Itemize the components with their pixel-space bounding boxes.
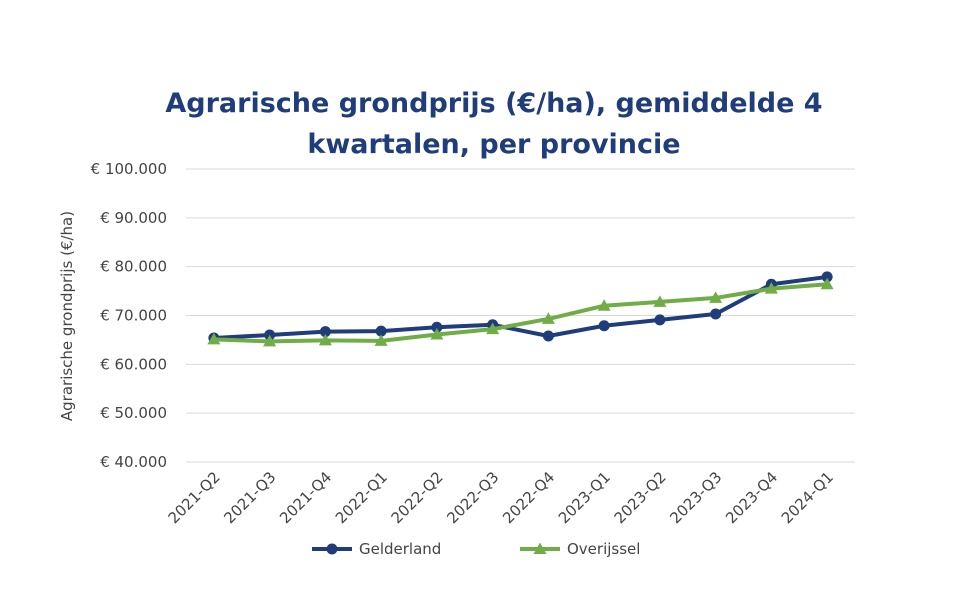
- x-tick-label: 2021-Q3: [220, 468, 279, 527]
- data-point-overijssel: [318, 333, 332, 346]
- x-tick-label: 2023-Q1: [555, 468, 614, 527]
- y-tick-label: € 60.000: [100, 355, 167, 373]
- y-tick-label: € 100.000: [91, 160, 167, 178]
- series-lines: [207, 271, 834, 347]
- chart-title-line-2: kwartalen, per provincie: [307, 129, 680, 160]
- data-point-gelderland: [654, 314, 666, 326]
- data-point-gelderland: [821, 271, 833, 283]
- x-tick-label: 2024-Q1: [778, 468, 837, 527]
- data-point-overijssel: [597, 299, 611, 311]
- data-point-overijssel: [820, 277, 834, 290]
- x-tick-label: 2021-Q2: [165, 468, 224, 527]
- x-tick-label: 2022-Q1: [332, 468, 391, 527]
- data-point-overijssel: [263, 334, 277, 347]
- legend-label-overijssel: Overijssel: [567, 540, 640, 558]
- y-axis-label: Agrarische grondprijs (€/ha): [58, 211, 76, 421]
- chart-title-line-1: Agrarische grondprijs (€/ha), gemiddelde…: [165, 88, 822, 119]
- data-point-gelderland: [319, 326, 331, 338]
- data-point-overijssel: [430, 328, 444, 340]
- x-tick-label: 2023-Q4: [722, 468, 781, 527]
- x-tick-label: 2021-Q4: [276, 468, 335, 527]
- x-tick-label: 2023-Q2: [611, 468, 670, 527]
- y-tick-label: € 90.000: [100, 209, 167, 227]
- x-axis-ticks: 2021-Q22021-Q32021-Q42022-Q12022-Q22022-…: [165, 468, 837, 527]
- y-tick-label: € 70.000: [100, 307, 167, 325]
- x-tick-label: 2022-Q2: [388, 468, 447, 527]
- series-line-overijssel: [213, 282, 828, 344]
- x-tick-label: 2023-Q3: [666, 468, 725, 527]
- y-tick-label: € 50.000: [100, 404, 167, 422]
- data-point-overijssel: [486, 322, 500, 335]
- data-point-overijssel: [653, 295, 667, 307]
- legend: Gelderland Overijssel: [312, 540, 640, 558]
- series-line-gelderland: [213, 274, 828, 340]
- legend-marker-overijssel: [533, 542, 547, 554]
- data-point-overijssel: [207, 332, 221, 345]
- chart-title: Agrarische grondprijs (€/ha), gemiddelde…: [165, 88, 822, 160]
- legend-label-gelderland: Gelderland: [359, 540, 441, 558]
- y-tick-label: € 80.000: [100, 258, 167, 276]
- data-point-overijssel: [541, 312, 555, 324]
- data-point-overijssel: [764, 282, 778, 294]
- data-point-gelderland: [710, 308, 722, 320]
- y-axis-ticks: € 40.000 € 50.000 € 60.000 € 70.000 € 80.000…: [91, 160, 167, 471]
- data-point-gelderland: [542, 330, 554, 342]
- y-tick-label: € 40.000: [100, 453, 167, 471]
- data-point-gelderland: [598, 320, 610, 332]
- data-point-overijssel: [709, 291, 723, 303]
- x-tick-label: 2022-Q4: [499, 468, 558, 527]
- x-tick-label: 2022-Q3: [443, 468, 502, 527]
- legend-marker-gelderland: [326, 543, 338, 555]
- data-point-gelderland: [431, 321, 443, 333]
- data-point-overijssel: [374, 334, 388, 346]
- gridlines: [186, 168, 855, 463]
- data-point-gelderland: [375, 325, 387, 337]
